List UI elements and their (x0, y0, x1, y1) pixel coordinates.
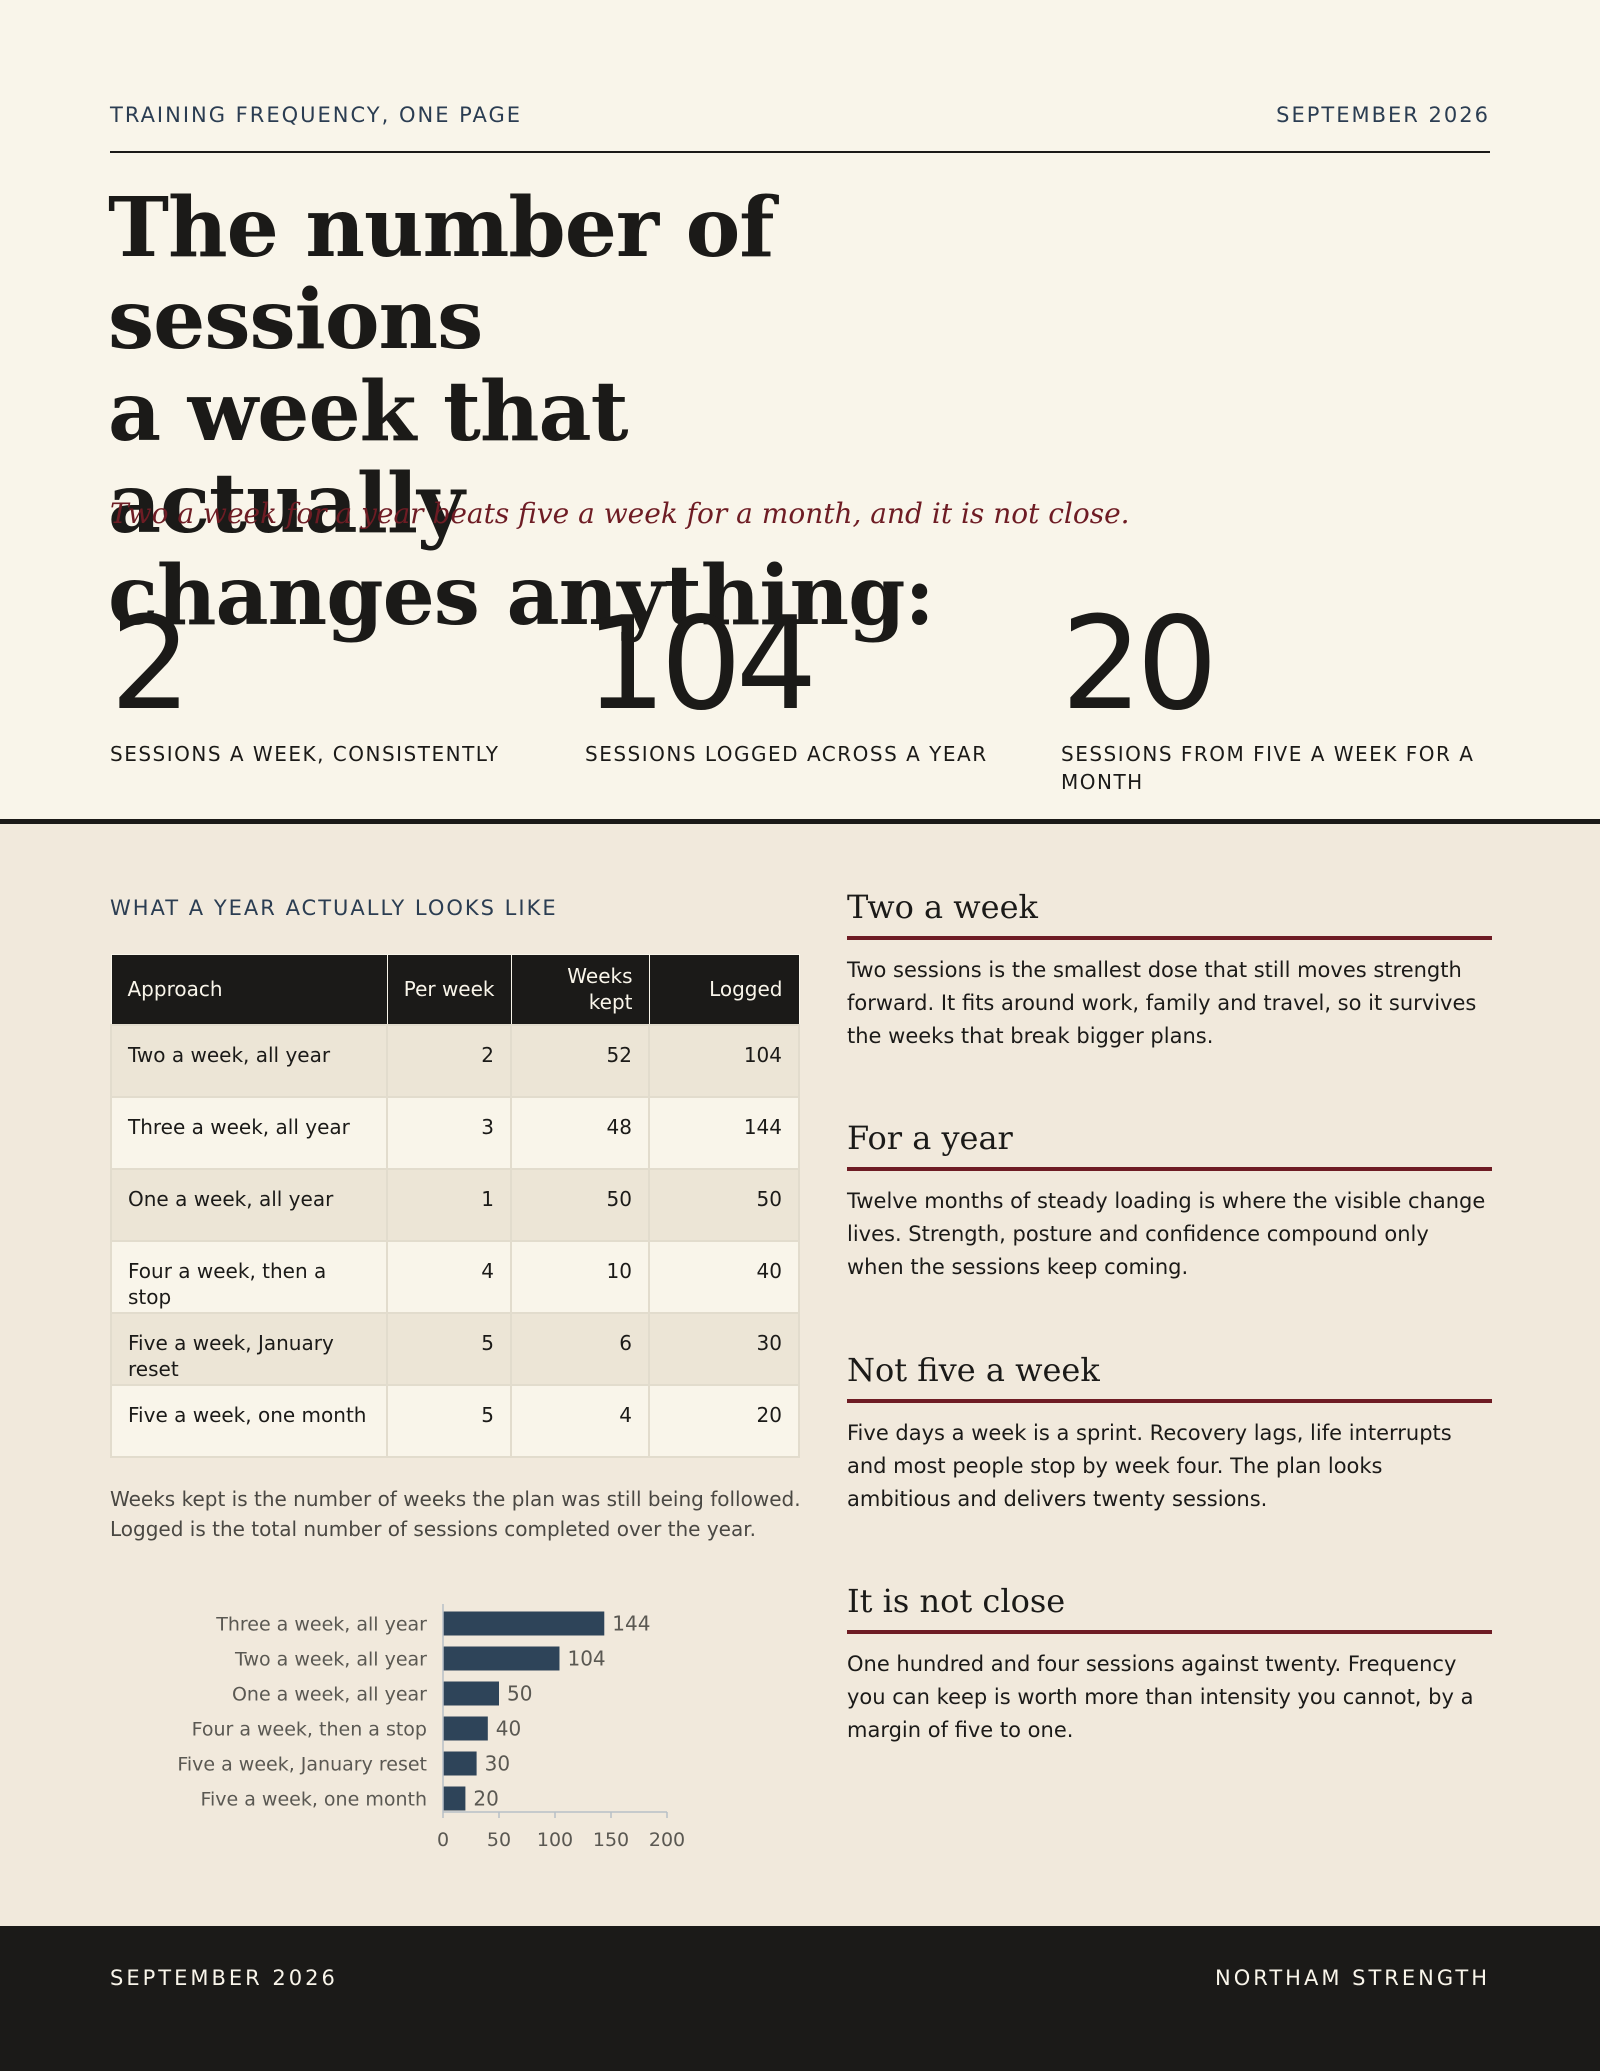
footer: SEPTEMBER 2026 NORTHAM STRENGTH (0, 1926, 1600, 2071)
data-label: 104 (567, 1647, 605, 1671)
x-tick-label: 200 (649, 1829, 685, 1851)
bar (443, 1611, 605, 1636)
stat-value: 20 (1061, 590, 1218, 739)
x-tick-label: 50 (487, 1829, 511, 1851)
footer-brand: NORTHAM STRENGTH (1215, 1966, 1490, 1990)
side-body: Two sessions is the smallest dose that s… (847, 958, 1477, 1048)
cell-approach: Five a week, one month (110, 1383, 388, 1458)
cell-approach: Two a week, all year (110, 1023, 388, 1098)
stat-block: 20 SESSIONS FROM FIVE A WEEK FOR A MONTH (1061, 600, 1481, 796)
table-row: One a week, all year 1 50 50 (110, 1167, 800, 1242)
x-tick-label: 0 (437, 1829, 449, 1851)
bar (443, 1751, 477, 1776)
data-label: 30 (485, 1752, 510, 1776)
kicker-left: TRAINING FREQUENCY, ONE PAGE (110, 103, 523, 127)
column-header: Approach (110, 954, 388, 1025)
x-tick-label: 150 (593, 1829, 629, 1851)
category-label: Two a week, all year (234, 1649, 427, 1671)
logged-sessions-bar-chart: Three a week, all year 144 Two a week, all… (177, 1604, 685, 1851)
stat-value: 104 (585, 590, 817, 739)
kicker-row: TRAINING FREQUENCY, ONE PAGE SEPTEMBER 2… (110, 103, 1490, 153)
cell-logged: 30 (648, 1311, 800, 1386)
stat-block: 2 SESSIONS A WEEK, CONSISTENTLY (110, 600, 530, 768)
stat-label: SESSIONS FROM FIVE A WEEK FOR A MONTH (1061, 742, 1475, 794)
side-body: One hundred and four sessions against tw… (847, 1652, 1474, 1742)
cell-approach: Four a week, then a stop (110, 1239, 388, 1314)
bar (443, 1786, 466, 1811)
table-row: Five a week, one month 5 4 20 (110, 1383, 800, 1458)
page-title: The number of sessions a week that actua… (108, 182, 1008, 642)
cell-approach: Three a week, all year (110, 1095, 388, 1170)
data-label: 20 (473, 1787, 498, 1811)
data-label: 50 (507, 1682, 532, 1706)
table-row: Five a week, January reset 5 6 30 (110, 1311, 800, 1386)
table-header-row: Approach Per week Weeks kept Logged (110, 954, 800, 1025)
stat-value: 2 (110, 590, 191, 739)
category-label: Three a week, all year (215, 1614, 427, 1636)
section-divider (0, 819, 1600, 824)
dek: Two a week for a year beats five a week … (110, 497, 1130, 530)
table-note: Weeks kept is the number of weeks the pl… (110, 1487, 801, 1541)
cell-approach: Five a week, January reset (110, 1311, 388, 1386)
side-body: Five days a week is a sprint. Recovery l… (847, 1421, 1452, 1511)
cell-logged: 50 (648, 1167, 800, 1242)
cell-per-week: 3 (386, 1095, 512, 1170)
table-row: Two a week, all year 2 52 104 (110, 1023, 800, 1098)
bar (443, 1646, 560, 1671)
body-section: WHAT A YEAR ACTUALLY LOOKS LIKE Approach… (0, 824, 1600, 1926)
cell-per-week: 4 (386, 1239, 512, 1314)
frequency-table: Approach Per week Weeks kept Logged Two … (110, 954, 800, 1458)
table-row: Four a week, then a stop 4 10 40 (110, 1239, 800, 1314)
cell-weeks-kept: 6 (510, 1311, 650, 1386)
headline-line-1: The number of sessions (108, 180, 775, 368)
data-label: 144 (612, 1612, 650, 1636)
data-label: 40 (496, 1717, 521, 1741)
footer-date: SEPTEMBER 2026 (110, 1966, 338, 1990)
side-section: Not five a week Five days a week is a sp… (847, 1351, 1492, 1516)
cell-weeks-kept: 52 (510, 1023, 650, 1098)
cell-per-week: 5 (386, 1383, 512, 1458)
category-label: One a week, all year (232, 1684, 427, 1706)
side-heading: It is not close (847, 1582, 1492, 1634)
category-label: Four a week, then a stop (192, 1719, 427, 1741)
side-heading: Two a week (847, 888, 1492, 940)
cell-logged: 40 (648, 1239, 800, 1314)
header-section: TRAINING FREQUENCY, ONE PAGE SEPTEMBER 2… (0, 0, 1600, 820)
side-section: Two a week Two sessions is the smallest … (847, 888, 1492, 1053)
category-label: Five a week, January reset (177, 1754, 427, 1776)
cell-logged: 144 (648, 1095, 800, 1170)
cell-approach: One a week, all year (110, 1167, 388, 1242)
cell-per-week: 2 (386, 1023, 512, 1098)
column-header: Per week (386, 954, 512, 1025)
cell-logged: 20 (648, 1383, 800, 1458)
stat-label: SESSIONS A WEEK, CONSISTENTLY (110, 742, 500, 766)
side-section: For a year Twelve months of steady loadi… (847, 1119, 1492, 1284)
headline-line-3: changes anything: (108, 548, 935, 644)
column-header: Weeks kept (510, 954, 650, 1025)
cell-per-week: 1 (386, 1167, 512, 1242)
kicker-right: SEPTEMBER 2026 (1276, 103, 1490, 127)
bar (443, 1716, 488, 1741)
table-row: Three a week, all year 3 48 144 (110, 1095, 800, 1170)
category-label: Five a week, one month (200, 1789, 427, 1811)
cell-weeks-kept: 4 (510, 1383, 650, 1458)
stat-label: SESSIONS LOGGED ACROSS A YEAR (585, 742, 988, 766)
side-section: It is not close One hundred and four ses… (847, 1582, 1492, 1747)
cell-weeks-kept: 48 (510, 1095, 650, 1170)
cell-logged: 104 (648, 1023, 800, 1098)
side-heading: For a year (847, 1119, 1492, 1171)
side-body: Twelve months of steady loading is where… (847, 1189, 1486, 1279)
x-tick-label: 100 (537, 1829, 573, 1851)
side-heading: Not five a week (847, 1351, 1492, 1403)
column-header: Logged (648, 954, 800, 1025)
stat-block: 104 SESSIONS LOGGED ACROSS A YEAR (585, 600, 1005, 768)
headline-line-2: a week that actually (108, 364, 628, 552)
cell-per-week: 5 (386, 1311, 512, 1386)
bar (443, 1681, 499, 1706)
cell-weeks-kept: 10 (510, 1239, 650, 1314)
section-title: WHAT A YEAR ACTUALLY LOOKS LIKE (110, 896, 558, 920)
cell-weeks-kept: 50 (510, 1167, 650, 1242)
